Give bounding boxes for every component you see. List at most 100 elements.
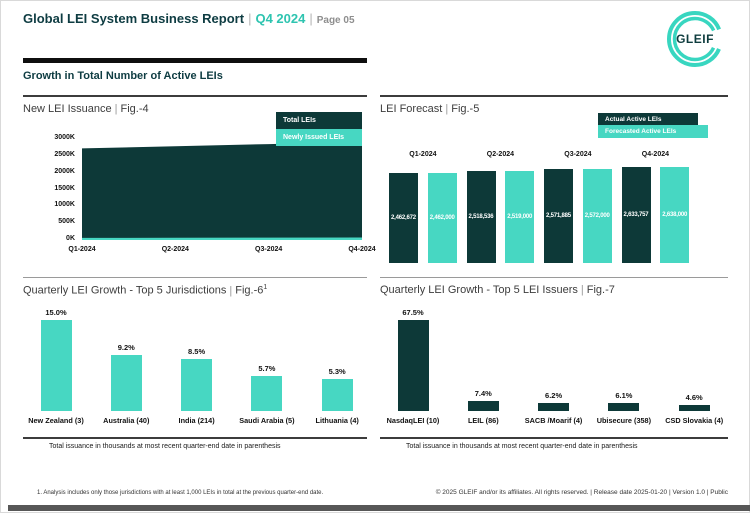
- section-title: Growth in Total Number of Active LEIs: [23, 70, 223, 82]
- bar-plot: 67.5% NasdaqLEI (10) 7.4% LEIL (86) 6.2% SACB…: [380, 277, 728, 437]
- bar-percent-label: 8.5%: [188, 347, 206, 356]
- page-number: Page 05: [316, 15, 355, 26]
- chart-title-text: New LEI Issuance: [23, 103, 112, 115]
- legend-item-actual-active-leis: Actual Active LEIs: [598, 113, 698, 125]
- chart-title-text: Quarterly LEI Growth - Top 5 LEI Issuers: [380, 284, 578, 296]
- bar-value-label: 2,519,000: [507, 214, 533, 220]
- header-separator: |: [248, 11, 252, 26]
- category-label: New Zealand (3): [28, 416, 84, 425]
- footnote: 1. Analysis includes only those jurisdic…: [37, 490, 324, 496]
- figure-label: Fig.-7: [586, 284, 615, 296]
- x-axis-tick-label: Q3-2024: [255, 246, 283, 253]
- top5-jurisdictions-chart: Quarterly LEI Growth - Top 5 Jurisdictio…: [23, 277, 367, 437]
- footnote-reference: 1: [263, 284, 268, 291]
- figure-label: Fig.-5: [451, 103, 480, 115]
- bar-plot: 15.0% New Zealand (3) 9.2% Australia (40) 8.…: [23, 277, 367, 437]
- legend-item-forecasted-active-leis: Forecasted Active LEIs: [598, 125, 708, 138]
- bar-percent-label: 5.3%: [328, 367, 346, 376]
- bar-value-label: 2,518,536: [468, 214, 494, 220]
- bottom-bar: [8, 505, 750, 511]
- footer-meta: © 2025 GLEIF and/or its affiliates. All …: [435, 489, 728, 496]
- title-separator: |: [229, 284, 233, 297]
- category-label: NasdaqLEI (10): [386, 416, 440, 425]
- bar-percent-label: 67.5%: [402, 308, 424, 317]
- title-separator: |: [114, 103, 118, 115]
- category-label: CSD Slovakia (4): [665, 416, 724, 425]
- bar-value-label: 2,633,757: [623, 212, 649, 218]
- series-newly-issued-leis: [82, 237, 362, 240]
- growth-bar: [110, 355, 142, 411]
- lei-forecast-chart: LEI Forecast | Fig.-5 Actual Active LEIs F…: [380, 95, 728, 277]
- category-label: Australia (40): [103, 416, 150, 425]
- chart-title: LEI Forecast | Fig.-5: [380, 103, 479, 115]
- legend-item-newly-issued-leis: Newly Issued LEIs: [276, 129, 362, 146]
- category-label: India (214): [178, 416, 215, 425]
- bar-percent-label: 6.2%: [545, 391, 563, 400]
- actual-bar: 2,518,536: [466, 171, 496, 263]
- gleif-logo-rings: [667, 11, 723, 67]
- growth-bar: [181, 359, 213, 411]
- fig5-legend: Actual Active LEIs Forecasted Active LEI…: [598, 113, 708, 138]
- figure-label: Fig.-4: [120, 103, 149, 115]
- chart-title-text: Quarterly LEI Growth - Top 5 Jurisdictio…: [23, 284, 227, 297]
- chart-caption-left: Total issuance in thousands at most rece…: [49, 443, 281, 450]
- actual-bar: 2,633,757: [621, 167, 651, 263]
- report-period: Q4 2024: [255, 11, 306, 26]
- y-axis-tick-label: 2500K: [54, 150, 75, 158]
- divider-line: [23, 437, 367, 439]
- divider-line: [380, 437, 728, 439]
- forecast-bar: 2,638,000: [660, 167, 690, 263]
- quarter-label: Q4-2024: [641, 151, 670, 158]
- bar-percent-label: 5.7%: [258, 364, 276, 373]
- forecast-bar: 2,462,000: [427, 173, 457, 263]
- growth-bar: [608, 403, 640, 411]
- category-label: Ubisecure (358): [596, 416, 652, 425]
- report-title: Global LEI System Business Report: [23, 11, 245, 26]
- new-lei-issuance-chart: New LEI Issuance | Fig.-4 Total LEIs Newly…: [23, 95, 376, 277]
- chart-title-text: LEI Forecast: [380, 103, 443, 115]
- divider-line: [380, 277, 728, 278]
- bar-value-label: 2,638,000: [662, 212, 688, 218]
- series-total-leis: [82, 141, 362, 240]
- x-axis-tick-label: Q1-2024: [68, 246, 96, 253]
- gleif-logo: GLEIF: [666, 10, 724, 68]
- divider-line: [23, 95, 367, 97]
- growth-bar: [40, 320, 72, 411]
- chart-title: New LEI Issuance | Fig.-4: [23, 103, 149, 115]
- chart-title: Quarterly LEI Growth - Top 5 LEI Issuers…: [380, 284, 615, 296]
- category-label: LEIL (86): [467, 416, 499, 425]
- forecast-bar: 2,519,000: [505, 171, 535, 263]
- area-chart-plot: 0K 500K 1000K 1500K 2000K 2500K 3000K Q1-2024 Q2…: [23, 95, 375, 277]
- chart-caption-right: Total issuance in thousands at most rece…: [406, 443, 638, 450]
- growth-bar: [321, 379, 353, 411]
- header-separator: |: [309, 11, 313, 26]
- bar-percent-label: 15.0%: [45, 308, 67, 317]
- chart-title: Quarterly LEI Growth - Top 5 Jurisdictio…: [23, 284, 267, 297]
- growth-bar: [397, 320, 429, 411]
- category-label: SACB /Moarif (4): [524, 416, 583, 425]
- fig4-legend: Total LEIs Newly Issued LEIs: [276, 112, 362, 146]
- y-axis-tick-label: 3000K: [54, 134, 75, 142]
- forecast-bar: 2,572,000: [582, 169, 612, 263]
- bar-value-label: 2,462,000: [429, 215, 455, 221]
- quarter-label: Q1-2024: [409, 151, 437, 158]
- section-divider-bar: [23, 58, 367, 63]
- divider-line: [23, 277, 367, 278]
- quarter-label: Q2-2024: [486, 151, 515, 158]
- growth-bar: [538, 403, 570, 411]
- actual-bar: 2,571,885: [544, 169, 573, 263]
- bar-percent-label: 9.2%: [117, 343, 135, 352]
- figure-label: Fig.-6: [235, 284, 264, 297]
- gleif-logo-text: GLEIF: [676, 32, 714, 46]
- report-header: Global LEI System Business Report | Q4 202…: [23, 11, 355, 26]
- bar-value-label: 2,571,885: [546, 213, 571, 219]
- category-label: Saudi Arabia (5): [239, 416, 295, 425]
- bar-percent-label: 6.1%: [615, 391, 633, 400]
- y-axis-tick-label: 1000K: [54, 201, 75, 209]
- legend-item-total-leis: Total LEIs: [276, 112, 362, 129]
- y-axis-tick-label: 1500K: [54, 184, 75, 192]
- top5-lei-issuers-chart: Quarterly LEI Growth - Top 5 LEI Issuers…: [380, 277, 728, 437]
- y-axis-tick-label: 500K: [58, 218, 75, 226]
- bar-value-label: 2,462,672: [391, 215, 416, 221]
